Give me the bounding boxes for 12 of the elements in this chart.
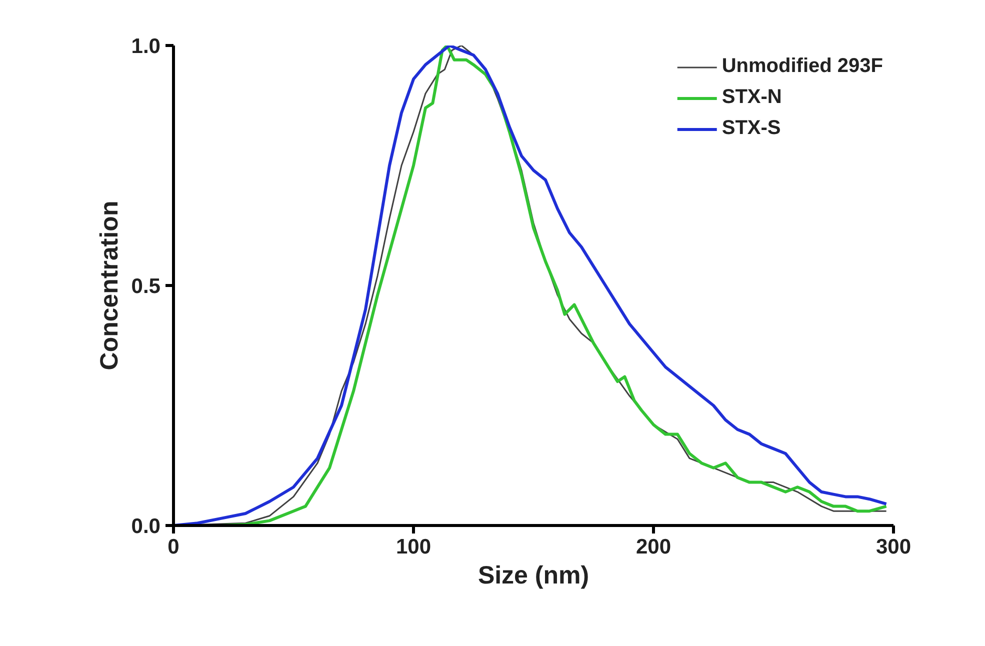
y-axis-title: Concentration: [95, 200, 124, 370]
legend-label: STX-S: [722, 117, 781, 140]
x-tick-label: 0: [168, 536, 180, 558]
y-tick-label: 0.5: [131, 275, 161, 298]
x-tick-label: 300: [876, 536, 912, 558]
legend-label: Unmodified 293F: [722, 55, 883, 78]
x-tick-label: 200: [636, 536, 672, 558]
x-axis-title: Size (nm): [478, 562, 590, 590]
legend-label: STX-N: [722, 86, 782, 109]
x-tick-label: 100: [396, 536, 432, 558]
y-tick-label: 0.0: [131, 515, 161, 538]
y-tick-label: 1.0: [131, 35, 161, 58]
